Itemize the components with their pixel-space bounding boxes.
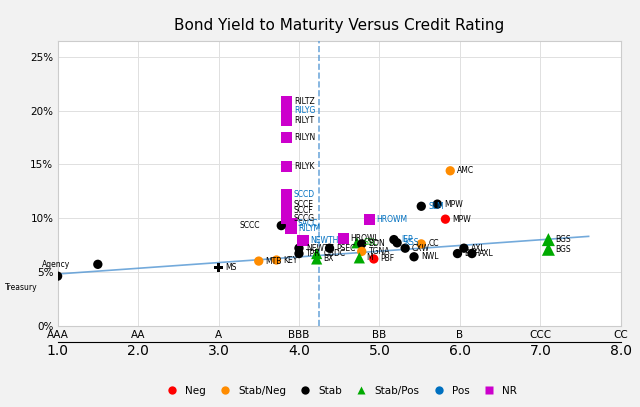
Text: RILYG: RILYG [294, 106, 316, 115]
Point [409, 254, 419, 260]
Point [356, 241, 367, 247]
Text: NEWTZ: NEWTZ [306, 244, 334, 253]
Point [445, 168, 455, 174]
Point [543, 236, 554, 243]
Point [294, 245, 304, 252]
Point [282, 201, 292, 208]
Text: RILYK: RILYK [294, 162, 314, 171]
Text: MPW: MPW [452, 214, 471, 224]
Text: BX: BX [324, 254, 334, 263]
Text: SCCF: SCCF [294, 206, 314, 215]
Text: SCCD: SCCD [294, 190, 315, 199]
Text: SSL: SSL [364, 239, 378, 247]
Text: KEY: KEY [284, 256, 298, 265]
Point [282, 117, 292, 123]
Text: TPR: TPR [306, 249, 321, 258]
Point [543, 246, 554, 252]
Point [452, 250, 463, 257]
Text: CC: CC [428, 239, 438, 248]
Point [354, 255, 364, 261]
Point [282, 99, 292, 105]
Point [253, 258, 264, 265]
Text: Agency: Agency [42, 260, 70, 269]
Text: M: M [366, 254, 373, 263]
Point [392, 240, 403, 246]
Point [440, 216, 451, 222]
Point [282, 207, 292, 214]
Text: SCCE: SCCE [294, 199, 314, 209]
Text: RILTZ: RILTZ [294, 98, 315, 107]
Point [459, 245, 469, 252]
Text: SLM: SLM [428, 202, 444, 211]
Text: PBF: PBF [381, 254, 395, 263]
Text: BDN: BDN [369, 239, 385, 248]
Text: SCCC: SCCC [239, 221, 260, 230]
Point [298, 237, 308, 244]
Text: MS: MS [225, 263, 237, 272]
Point [286, 225, 296, 232]
Point [324, 245, 335, 252]
Text: CXW: CXW [412, 244, 430, 253]
Point [52, 273, 63, 279]
Text: HROWL: HROWL [350, 234, 379, 243]
Text: Treasury: Treasury [5, 283, 38, 292]
Text: IEP: IEP [401, 235, 413, 244]
Point [416, 241, 426, 247]
Point [282, 215, 292, 221]
Point [282, 107, 292, 114]
Title: Bond Yield to Maturity Versus Credit Rating: Bond Yield to Maturity Versus Credit Rat… [174, 18, 504, 33]
Point [294, 250, 304, 257]
Text: BGS: BGS [556, 235, 571, 244]
Point [312, 256, 322, 262]
Text: HROWM: HROWM [377, 214, 408, 224]
Point [286, 220, 296, 227]
Point [282, 191, 292, 198]
Text: KSS: KSS [404, 239, 419, 247]
Point [312, 250, 322, 257]
Text: AMC: AMC [457, 166, 474, 175]
Point [416, 203, 426, 210]
Point [369, 256, 379, 262]
Point [467, 250, 477, 257]
Text: RILYM: RILYM [298, 224, 320, 233]
Point [388, 236, 399, 243]
Point [276, 222, 286, 229]
Point [365, 216, 375, 222]
Text: MPW: MPW [444, 199, 463, 209]
Point [282, 163, 292, 170]
Text: SCCG: SCCG [294, 214, 315, 223]
Text: TGNA: TGNA [369, 247, 390, 256]
Legend: Neg, Stab/Neg, Stab, Stab/Pos, Pos, NR: Neg, Stab/Neg, Stab, Stab/Pos, Pos, NR [157, 382, 521, 400]
Point [93, 261, 103, 267]
Point [271, 257, 282, 263]
Point [356, 248, 367, 255]
Text: RILYT: RILYT [294, 116, 314, 125]
Point [352, 240, 362, 246]
Text: PSEC: PSEC [337, 244, 356, 253]
Text: RILYN: RILYN [294, 133, 315, 142]
Point [338, 235, 348, 242]
Text: AXL: AXL [479, 249, 493, 258]
Text: OBDC: OBDC [324, 249, 346, 258]
Point [400, 245, 410, 252]
Text: NWL: NWL [421, 252, 438, 261]
Text: NEWTH: NEWTH [310, 236, 339, 245]
Text: BGS: BGS [556, 245, 571, 254]
Text: BZH: BZH [465, 249, 481, 258]
Text: SACC: SACC [298, 219, 318, 228]
Text: MTB: MTB [266, 256, 282, 266]
Point [432, 201, 442, 208]
Point [282, 134, 292, 141]
Text: AXL: AXL [471, 244, 486, 253]
Point [213, 264, 223, 271]
